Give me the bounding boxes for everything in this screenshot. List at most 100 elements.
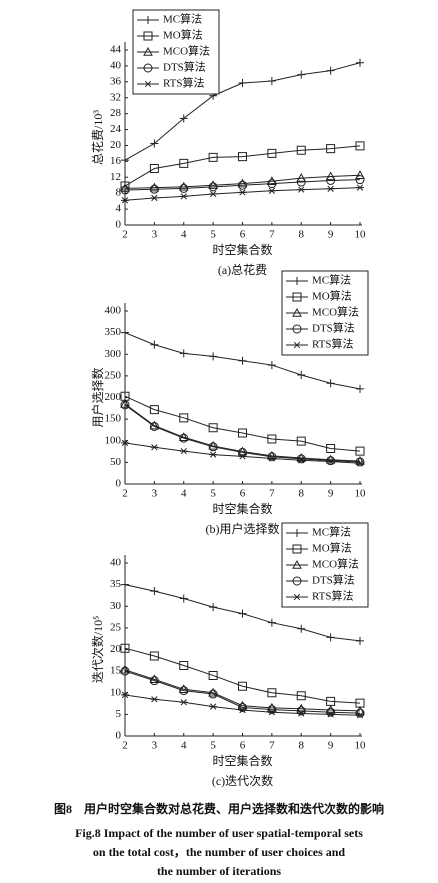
- marker: [267, 179, 277, 189]
- marker: [293, 341, 301, 349]
- y-tick-label: 16: [110, 155, 122, 167]
- marker: [326, 444, 336, 454]
- marker: [326, 175, 336, 185]
- marker: [208, 182, 218, 192]
- marker: [120, 664, 130, 674]
- marker: [355, 457, 365, 467]
- marker: [267, 688, 277, 698]
- marker: [326, 458, 335, 465]
- marker: [179, 413, 189, 423]
- x-tick-label: 6: [240, 229, 246, 241]
- chart-caption: (c)迭代次数: [212, 773, 273, 788]
- legend-label: MCO算法: [163, 44, 210, 58]
- marker: [355, 446, 365, 456]
- figure-caption-zh: 图8 用户时空集合数对总花费、用户选择数和迭代次数的影响: [54, 801, 384, 816]
- y-tick-label: 400: [105, 305, 122, 317]
- x-tick-label: 2: [122, 229, 128, 241]
- y-tick-label: 0: [116, 478, 122, 490]
- x-tick-label: 3: [152, 229, 158, 241]
- marker: [326, 456, 336, 466]
- marker: [356, 712, 364, 719]
- x-tick-label: 5: [210, 740, 216, 752]
- marker: [355, 698, 365, 708]
- marker: [267, 148, 277, 158]
- legend-label: MC算法: [312, 525, 351, 539]
- x-tick-label: 3: [152, 740, 158, 752]
- x-tick-label: 6: [240, 488, 246, 500]
- y-tick-label: 150: [105, 413, 122, 425]
- marker: [326, 379, 335, 388]
- marker: [144, 80, 152, 88]
- marker: [325, 705, 336, 714]
- marker: [326, 633, 335, 642]
- marker: [121, 691, 129, 699]
- legend-label: MCO算法: [312, 557, 359, 571]
- marker: [238, 702, 247, 712]
- y-tick-label: 200: [105, 391, 122, 403]
- y-tick-label: 50: [110, 456, 122, 468]
- marker: [209, 603, 218, 612]
- marker: [326, 144, 336, 154]
- marker: [150, 696, 159, 703]
- y-tick-label: 4: [116, 203, 122, 215]
- marker: [209, 352, 218, 361]
- marker: [267, 618, 276, 627]
- x-tick-label: 2: [122, 488, 128, 500]
- marker: [121, 328, 129, 337]
- marker: [179, 114, 188, 123]
- marker: [267, 176, 277, 185]
- series-line: [124, 669, 361, 712]
- marker: [150, 444, 159, 451]
- y-tick-label: 28: [110, 107, 122, 119]
- marker: [267, 452, 277, 462]
- marker: [356, 184, 364, 191]
- legend-label: RTS算法: [312, 337, 354, 351]
- marker: [209, 703, 218, 710]
- figure-caption-en: on the total cost，the number of user cho…: [93, 845, 346, 859]
- y-tick-label: 250: [105, 369, 122, 381]
- marker: [296, 454, 306, 464]
- marker: [297, 624, 306, 633]
- marker: [267, 455, 276, 462]
- marker: [208, 423, 218, 433]
- marker: [208, 180, 218, 189]
- marker: [208, 440, 218, 450]
- series-line: [124, 670, 361, 714]
- y-axis-label: 总花费/10³: [90, 110, 105, 165]
- marker: [149, 651, 159, 661]
- y-tick-label: 25: [110, 621, 122, 633]
- marker: [292, 544, 302, 554]
- marker: [150, 194, 159, 202]
- y-tick-label: 30: [110, 600, 122, 612]
- series-line: [124, 395, 361, 452]
- marker: [267, 705, 277, 715]
- marker: [238, 356, 247, 365]
- legend-label: MCO算法: [312, 305, 359, 319]
- marker: [237, 446, 248, 456]
- marker: [297, 186, 306, 193]
- marker: [209, 190, 218, 198]
- x-tick-label: 8: [299, 740, 305, 752]
- marker: [356, 384, 364, 393]
- marker: [292, 307, 302, 317]
- marker: [267, 77, 276, 86]
- marker: [296, 173, 307, 182]
- marker: [325, 171, 336, 181]
- marker: [178, 181, 189, 191]
- marker: [355, 170, 365, 179]
- marker: [355, 705, 365, 715]
- y-tick-label: 40: [110, 59, 122, 71]
- marker: [296, 703, 307, 713]
- marker: [150, 340, 159, 349]
- y-axis-label: 迭代次数/10⁵: [90, 616, 105, 684]
- y-tick-label: 12: [110, 171, 121, 183]
- marker: [179, 158, 189, 168]
- series-line: [124, 174, 361, 189]
- y-tick-label: 24: [110, 123, 122, 135]
- marker: [326, 185, 335, 192]
- marker: [120, 183, 130, 193]
- x-tick-label: 3: [152, 488, 158, 500]
- marker: [293, 593, 301, 601]
- marker: [120, 666, 130, 676]
